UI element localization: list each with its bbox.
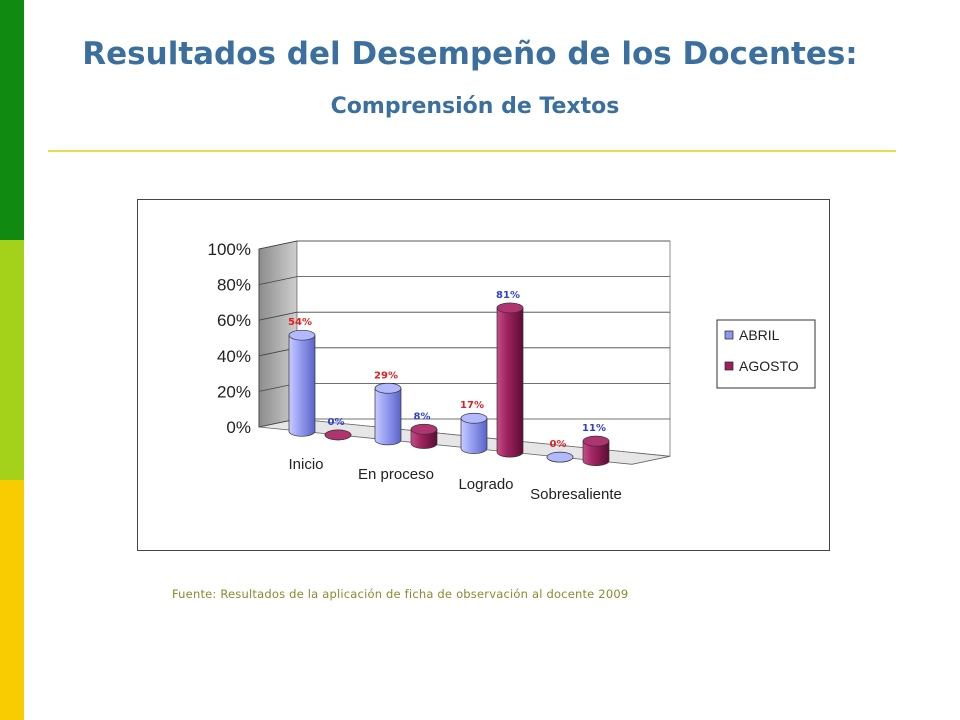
data-labels: 54% 0% 29% 8% 17% 81% 0% 11% bbox=[288, 290, 606, 450]
x-axis: Inicio En proceso Logrado Sobresaliente bbox=[288, 456, 621, 503]
data-label: 17% bbox=[460, 400, 484, 411]
bar-top bbox=[410, 423, 438, 435]
gridlines bbox=[258, 240, 670, 428]
bar-abril-inicio bbox=[288, 329, 316, 437]
bar-top bbox=[582, 435, 610, 447]
title-divider bbox=[48, 150, 896, 152]
legend-label: AGOSTO bbox=[739, 358, 799, 374]
y-tick-label: 0% bbox=[226, 418, 251, 437]
data-label: 0% bbox=[328, 417, 345, 428]
bar-body bbox=[582, 440, 610, 467]
slide-subtitle: Comprensión de Textos bbox=[330, 94, 620, 119]
bar-abril-sobresaliente bbox=[546, 451, 574, 463]
data-label: 29% bbox=[374, 370, 398, 381]
bar-top bbox=[288, 329, 316, 341]
accent-strip-yellow bbox=[0, 480, 24, 720]
bar-body bbox=[288, 334, 316, 437]
y-axis: 0% 20% 40% 60% 80% 100% bbox=[208, 240, 260, 437]
y-tick-label: 100% bbox=[208, 240, 251, 259]
y-tick-label: 20% bbox=[217, 382, 251, 401]
bar-top bbox=[460, 412, 488, 424]
bar-top bbox=[546, 451, 574, 463]
bar-body bbox=[460, 417, 488, 454]
legend-swatch bbox=[724, 361, 734, 371]
y-tick-label: 80% bbox=[217, 276, 251, 295]
legend-label: ABRIL bbox=[739, 327, 780, 343]
bar-agosto-en-proceso bbox=[410, 423, 438, 449]
x-tick-label: Logrado bbox=[458, 476, 513, 493]
bar-agosto-sobresaliente bbox=[582, 435, 610, 467]
legend-swatch bbox=[724, 330, 734, 340]
data-label: 0% bbox=[550, 439, 567, 450]
bar-body bbox=[374, 387, 402, 446]
bar-abril-logrado bbox=[460, 412, 488, 454]
x-tick-label: Inicio bbox=[288, 456, 323, 473]
accent-strip-lime bbox=[0, 240, 24, 480]
accent-strip-green bbox=[0, 0, 24, 240]
x-tick-label: Sobresaliente bbox=[530, 486, 622, 503]
data-label: 11% bbox=[582, 423, 606, 434]
source-note: Fuente: Resultados de la aplicación de f… bbox=[172, 587, 629, 601]
x-tick-label: En proceso bbox=[358, 466, 434, 483]
data-label: 54% bbox=[288, 317, 312, 328]
bars bbox=[288, 302, 610, 467]
y-tick-label: 60% bbox=[217, 311, 251, 330]
slide-title: Resultados del Desempeño de los Docentes… bbox=[82, 36, 858, 72]
gridline-depth bbox=[258, 311, 298, 321]
bar-agosto-logrado bbox=[496, 302, 524, 458]
bar-chart: 0% 20% 40% 60% 80% 100% 54% 0% 29% 8% 17% 81% 0% 11%… bbox=[208, 240, 816, 503]
bar-top bbox=[374, 382, 402, 394]
legend: ABRIL AGOSTO bbox=[716, 319, 816, 389]
y-tick-label: 40% bbox=[217, 347, 251, 366]
gridline-depth bbox=[258, 240, 298, 250]
gridline-depth bbox=[258, 276, 298, 285]
bar-abril-en-proceso bbox=[374, 382, 402, 446]
bar-body bbox=[496, 307, 524, 458]
bar-top bbox=[324, 429, 352, 441]
bar-agosto-inicio bbox=[324, 429, 352, 441]
bar-body bbox=[410, 428, 438, 449]
data-label: 81% bbox=[496, 290, 520, 301]
bar-top bbox=[496, 302, 524, 314]
data-label: 8% bbox=[414, 411, 431, 422]
